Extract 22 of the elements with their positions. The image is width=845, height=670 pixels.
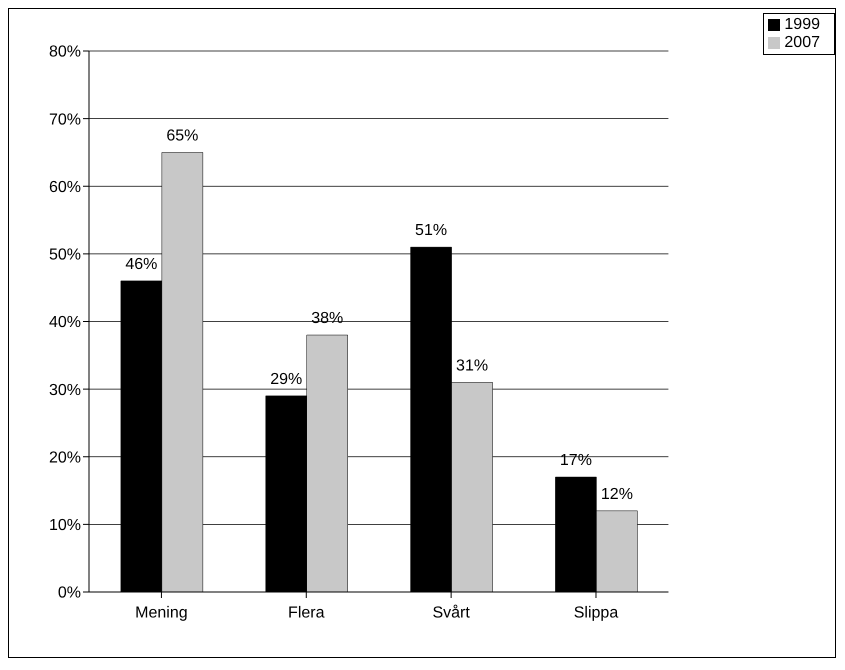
x-tick-label: Flera: [288, 604, 325, 622]
data-label: 51%: [415, 222, 448, 240]
y-tick-label: 30%: [48, 382, 81, 399]
y-tick-label: 10%: [48, 517, 81, 534]
y-tick-label: 70%: [48, 111, 81, 128]
data-label: 31%: [456, 357, 488, 374]
data-label: 65%: [166, 127, 198, 144]
data-label: 12%: [600, 486, 633, 503]
x-tick-label: Slippa: [574, 604, 618, 622]
x-tick-label: Mening: [135, 604, 188, 622]
y-tick-label: 50%: [48, 246, 81, 264]
data-label: 29%: [270, 370, 302, 388]
y-tick-label: 40%: [48, 314, 81, 332]
x-tick-label: Svårt: [432, 604, 470, 622]
data-label: 17%: [560, 452, 592, 470]
data-label: 46%: [125, 256, 158, 273]
y-tick-label: 60%: [48, 178, 81, 196]
legend-label: 1999: [784, 16, 820, 33]
y-tick-label: 20%: [48, 449, 81, 466]
y-tick-label: 80%: [48, 44, 81, 61]
legend-label: 2007: [784, 34, 820, 51]
y-tick-label: 0%: [58, 584, 81, 602]
